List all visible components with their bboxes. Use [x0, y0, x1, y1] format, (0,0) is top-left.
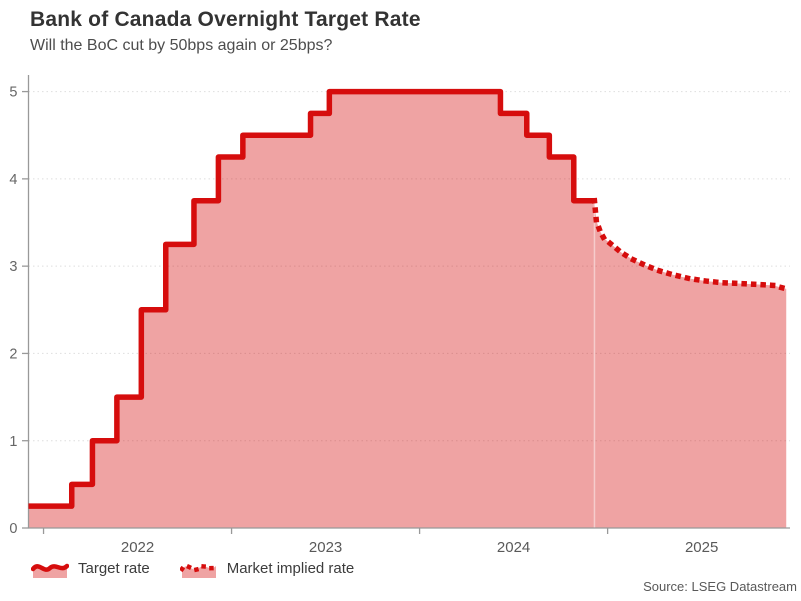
chart-legend: Target rate Market implied rate [31, 557, 354, 580]
target-rate-line [28, 88, 595, 509]
y-gridlines [28, 91, 790, 442]
y-axis-ticks: 0 1 2 3 4 5 [9, 85, 29, 537]
market-implied-rate-line [591, 197, 790, 293]
legend-label-target-rate: Target rate [78, 560, 150, 577]
x-axis-ticks: 2022 2023 2024 2025 [42, 528, 718, 556]
y-tick-label-0: 0 [9, 521, 17, 537]
chart-title: Bank of Canada Overnight Target Rate [30, 8, 421, 31]
legend-item-target-rate: Target rate [31, 557, 150, 580]
source-attribution: Source: LSEG Datastream [643, 579, 797, 594]
x-tick-label-2023: 2023 [309, 539, 342, 556]
y-tick-label-3: 3 [9, 259, 17, 275]
x-tick-label-2022: 2022 [121, 539, 154, 556]
target-rate-solid-line-icon [31, 563, 69, 578]
y-tick-label-5: 5 [9, 85, 17, 101]
legend-item-market-implied-rate: Market implied rate [179, 557, 355, 580]
chart-subtitle: Will the BoC cut by 50bps again or 25bps… [30, 37, 333, 54]
y-tick-label-2: 2 [9, 347, 17, 363]
y-tick-label-4: 4 [9, 172, 17, 188]
x-tick-label-2025: 2025 [685, 539, 718, 556]
x-tick-label-2024: 2024 [497, 539, 530, 556]
market-implied-dotted-line-icon [179, 562, 218, 578]
legend-label-market-implied-rate: Market implied rate [226, 560, 355, 577]
y-tick-label-1: 1 [9, 434, 17, 450]
